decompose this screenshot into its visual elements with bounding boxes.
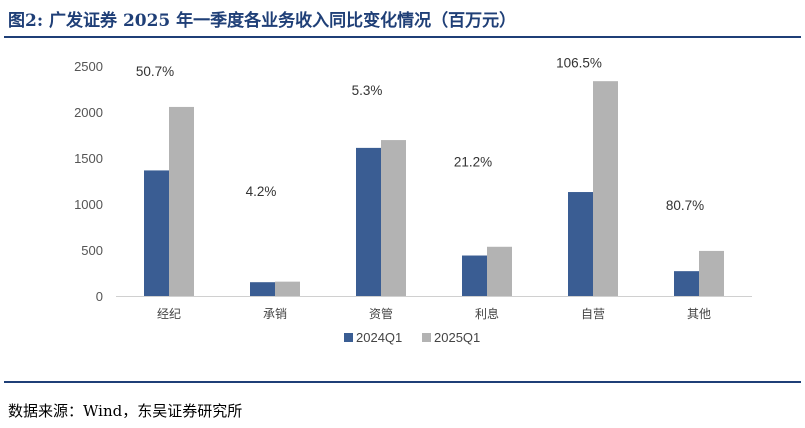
bar-2025Q1-承销 bbox=[275, 281, 300, 296]
bar-2024Q1-经纪 bbox=[144, 170, 169, 296]
x-category-label: 资管 bbox=[369, 306, 393, 321]
y-tick-label: 2000 bbox=[74, 105, 103, 120]
y-tick-label: 1000 bbox=[74, 197, 103, 212]
y-tick-label: 0 bbox=[96, 289, 103, 304]
y-tick-label: 1500 bbox=[74, 151, 103, 166]
growth-label: 21.2% bbox=[454, 155, 492, 170]
bar-2025Q1-资管 bbox=[381, 140, 406, 296]
x-category-label: 利息 bbox=[475, 306, 499, 321]
growth-label: 4.2% bbox=[246, 184, 277, 199]
x-category-label: 承销 bbox=[263, 307, 287, 321]
source-note: 数据来源：Wind，东吴证券研究所 bbox=[8, 402, 243, 420]
x-category-label: 经纪 bbox=[157, 307, 181, 321]
x-axis-categories: 经纪 承销 资管 利息 自营 其他 bbox=[157, 306, 711, 321]
chart-title: 图2: 广发证券 2025 年一季度各业务收入同比变化情况（百万元） bbox=[8, 11, 517, 31]
bars bbox=[144, 81, 724, 297]
legend-label: 2025Q1 bbox=[434, 330, 480, 345]
bar-2025Q1-利息 bbox=[487, 246, 512, 296]
bar-2024Q1-承销 bbox=[250, 282, 275, 296]
growth-label: 50.7% bbox=[136, 64, 174, 79]
bar-chart: 0 500 1000 1500 2000 2500 经纪 承销 资管 利息 自营 其他 50.7% 4… bbox=[74, 56, 752, 345]
bar-2024Q1-其他 bbox=[674, 271, 699, 296]
bar-2025Q1-其他 bbox=[699, 250, 724, 296]
legend-swatch-2025Q1 bbox=[422, 333, 431, 342]
growth-label: 106.5% bbox=[556, 56, 602, 71]
y-axis-ticks: 0 500 1000 1500 2000 2500 bbox=[74, 59, 103, 304]
y-tick-label: 2500 bbox=[74, 59, 103, 74]
bar-2025Q1-自营 bbox=[593, 81, 618, 297]
x-category-label: 自营 bbox=[581, 307, 605, 321]
y-tick-label: 500 bbox=[81, 243, 103, 258]
legend: 2024Q1 2025Q1 bbox=[344, 330, 480, 345]
bar-2024Q1-利息 bbox=[462, 255, 487, 296]
growth-annotations: 50.7% 4.2% 5.3% 21.2% 106.5% 80.7% bbox=[136, 56, 704, 213]
x-category-label: 其他 bbox=[687, 307, 711, 321]
bar-2024Q1-自营 bbox=[568, 192, 593, 296]
bar-2025Q1-经纪 bbox=[169, 106, 194, 296]
title-rule bbox=[4, 36, 801, 38]
footer-rule bbox=[4, 381, 801, 383]
legend-swatch-2024Q1 bbox=[344, 333, 353, 342]
growth-label: 80.7% bbox=[666, 198, 704, 213]
legend-label: 2024Q1 bbox=[356, 330, 402, 345]
growth-label: 5.3% bbox=[352, 83, 383, 98]
bar-2024Q1-资管 bbox=[356, 147, 381, 296]
